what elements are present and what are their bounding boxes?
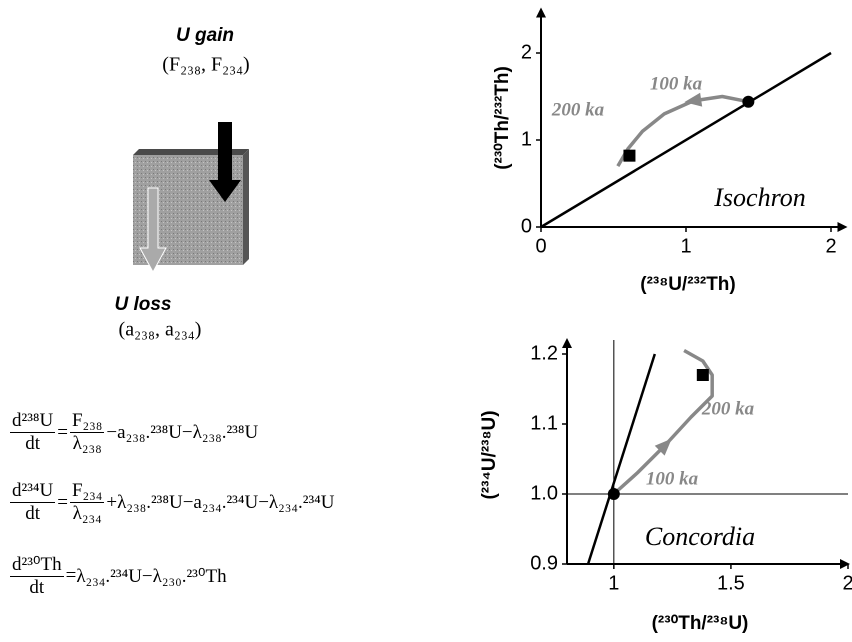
- equals: =: [66, 565, 77, 587]
- denominator: λ₂₃₈: [73, 433, 102, 455]
- loss-params: (a₂₃₈, a₂₃₄): [119, 319, 202, 341]
- path-arrow: [683, 93, 702, 109]
- x-tick-label: 2: [842, 572, 852, 594]
- point: [742, 96, 754, 108]
- numerator: F₂₃₄: [70, 480, 104, 503]
- rhs: −a₂₃₈.²³⁸U−λ₂₃₈.²³⁸U: [106, 422, 258, 444]
- annotation: 100 ka: [650, 73, 703, 94]
- evolution-path: [618, 97, 749, 167]
- x-tick-label: 0: [535, 235, 546, 257]
- point: [697, 369, 709, 381]
- x-tick-label: 1: [608, 572, 619, 594]
- x-axis-label: (²³⁸U/²³²Th): [640, 274, 735, 295]
- rhs: λ₂₃₄.²³⁴U−λ₂₃₀.²³⁰Th: [76, 565, 226, 588]
- annotation: Isochron: [713, 183, 805, 212]
- page: U gain (F₂₃₈, F₂₃₄) U loss (a₂₃₈, a₂₃₄) …: [0, 0, 852, 642]
- annotation: 200 ka: [551, 99, 605, 120]
- numerator: d²³⁰Th: [10, 553, 64, 577]
- denominator: dt: [25, 503, 40, 525]
- gain-params: (F₂₃₈, F₂₃₄): [162, 54, 249, 76]
- numerator: d²³⁸U: [10, 410, 55, 433]
- y-tick-label: 0: [521, 215, 532, 237]
- y-tick-label: 1.0: [530, 482, 558, 504]
- x-axis-label: (²³⁰Th/²³⁸U): [652, 613, 749, 634]
- y-tick-label: 1.2: [530, 342, 558, 364]
- x-tick-label: 2: [825, 235, 836, 257]
- loss-label: U loss: [114, 294, 171, 315]
- rhs: +λ₂₃₈.²³⁸U−a₂₃₄.²³⁴U−λ₂₃₄.²³⁴U: [106, 492, 334, 514]
- annotation: Concordia: [645, 522, 755, 551]
- denominator: dt: [29, 577, 44, 599]
- figure: U gain (F₂₃₈, F₂₃₄) U loss (a₂₃₈, a₂₃₄) …: [0, 0, 852, 642]
- y-axis-label: (²³⁰Th/²³²Th): [492, 66, 513, 170]
- y-tick-label: 0.9: [530, 552, 558, 574]
- y-axis-label: (²³⁴U/²³⁸U): [479, 410, 500, 499]
- denominator: λ₂₃₄: [73, 503, 102, 525]
- annotation: 100 ka: [646, 468, 699, 489]
- annotation: 200 ka: [701, 398, 755, 419]
- equals: =: [57, 422, 68, 444]
- y-tick-label: 1.1: [530, 412, 558, 434]
- numerator: d²³⁴U: [10, 480, 55, 503]
- point: [623, 150, 635, 162]
- point: [608, 488, 620, 500]
- denominator: dt: [25, 433, 40, 455]
- y-tick-label: 2: [521, 41, 532, 63]
- box-side: [243, 149, 249, 265]
- gain-label: U gain: [176, 25, 234, 46]
- x-tick-label: 1.5: [717, 572, 745, 594]
- numerator: F₂₃₈: [70, 410, 104, 433]
- equals: =: [57, 492, 68, 514]
- y-tick-label: 1: [521, 128, 532, 150]
- x-tick-label: 1: [680, 235, 691, 257]
